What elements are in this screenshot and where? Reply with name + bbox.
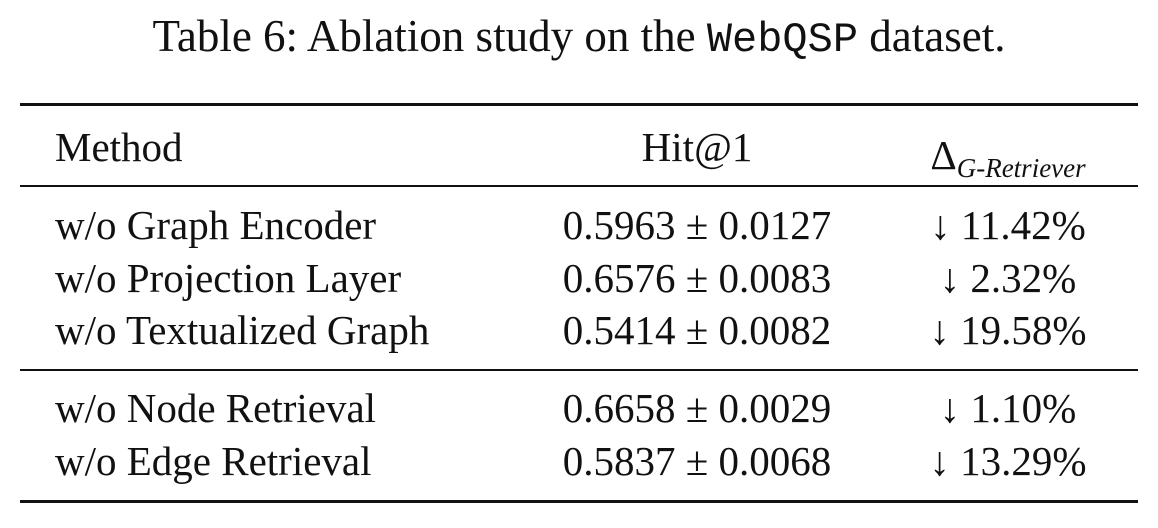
table-cell: ↓ 2.32% (939, 254, 1077, 301)
delta-symbol: Δ (930, 132, 957, 178)
caption-code: WebQSP (706, 16, 859, 64)
caption-text: Table 6: Ablation study on the (152, 11, 696, 61)
table-cell: 0.5837 ± 0.0068 (562, 437, 832, 484)
header-cell: Method (55, 124, 183, 170)
table-cell: w/o Edge Retrieval (55, 437, 372, 484)
delta-subscript: G-Retriever (956, 153, 1086, 183)
mid-rule (20, 185, 1138, 187)
table-cell: 0.5963 ± 0.0127 (562, 202, 832, 248)
table-cell: 0.6576 ± 0.0083 (562, 254, 832, 301)
header-cell: ΔG-Retriever (868, 130, 1148, 183)
table-cell: 0.5414 ± 0.0082 (562, 307, 832, 353)
group-rule (20, 369, 1138, 371)
table-cell: ↓ 19.58% (929, 307, 1087, 353)
table-cell: w/o Graph Encoder (55, 202, 377, 248)
table-cell: ↓ 11.42% (930, 202, 1086, 248)
caption-text: dataset. (869, 11, 1006, 61)
table-cell: ↓ 1.10% (939, 385, 1077, 431)
table-cell: 0.6658 ± 0.0029 (562, 385, 832, 431)
table-cell: w/o Textualized Graph (55, 307, 430, 353)
top-rule (20, 103, 1138, 106)
table-cell: w/o Projection Layer (55, 254, 402, 301)
header-cell: Hit@1 (641, 124, 753, 170)
bottom-rule (20, 500, 1138, 503)
caption: Table 6: Ablation study on the WebQSP da… (0, 8, 1158, 68)
table-cell: ↓ 13.29% (929, 437, 1087, 484)
table-cell: w/o Node Retrieval (55, 385, 377, 431)
